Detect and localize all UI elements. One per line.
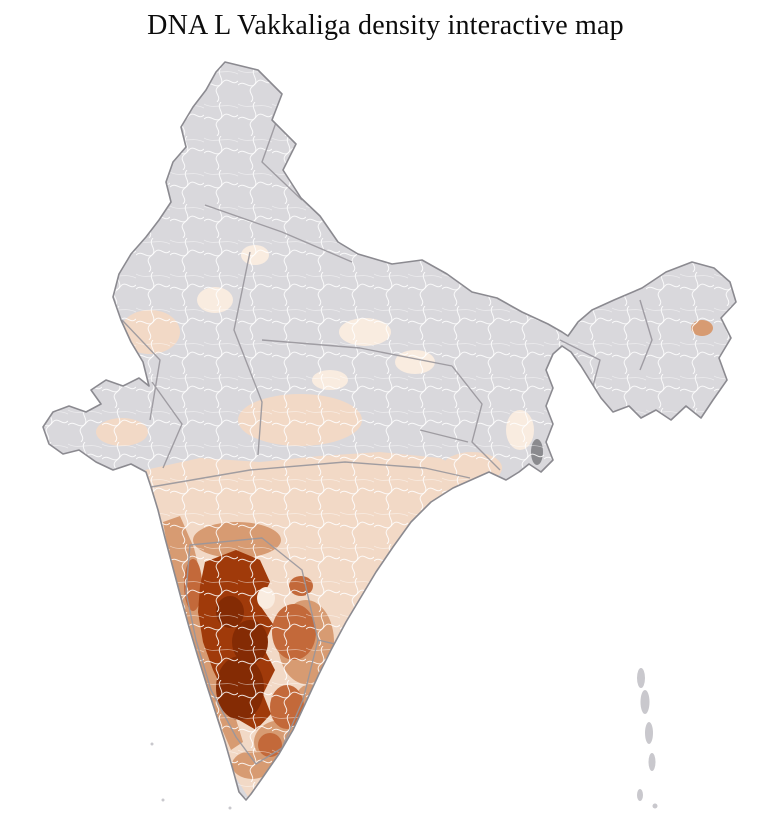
lakshadweep-islands <box>150 742 232 810</box>
india-outline <box>42 61 737 801</box>
andaman-islands[interactable] <box>637 668 658 809</box>
map-title: DNA L Vakkaliga density interactive map <box>147 10 624 41</box>
